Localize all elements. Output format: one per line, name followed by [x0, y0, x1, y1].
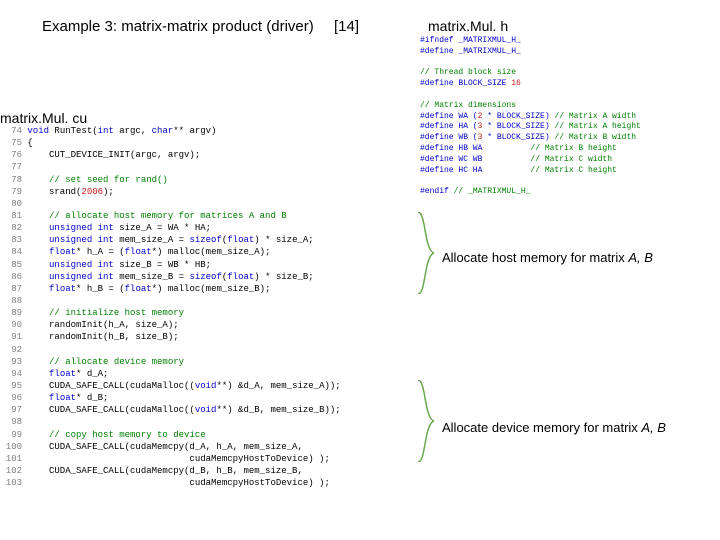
source-file-label: matrix.Mul. cu: [0, 110, 87, 126]
source-code-block: 74 void RunTest(int argc, char** argv)75…: [0, 125, 341, 489]
annotation-device-memory: Allocate device memory for matrix A, B: [442, 420, 666, 435]
annotation-italic: A, B: [641, 420, 666, 435]
bracket-host-icon: [416, 212, 434, 294]
header-file-label: matrix.Mul. h: [428, 18, 508, 34]
reference-label: [14]: [334, 18, 359, 35]
bracket-device-icon: [416, 380, 434, 462]
annotation-host-memory: Allocate host memory for matrix A, B: [442, 250, 653, 265]
slide-title: Example 3: matrix-matrix product (driver…: [42, 18, 314, 35]
header-code-block: #ifndef _MATRIXMUL_H_#define _MATRIXMUL_…: [420, 36, 641, 198]
annotation-italic: A, B: [628, 250, 653, 265]
annotation-text: Allocate host memory for matrix: [442, 250, 628, 265]
annotation-text: Allocate device memory for matrix: [442, 420, 641, 435]
